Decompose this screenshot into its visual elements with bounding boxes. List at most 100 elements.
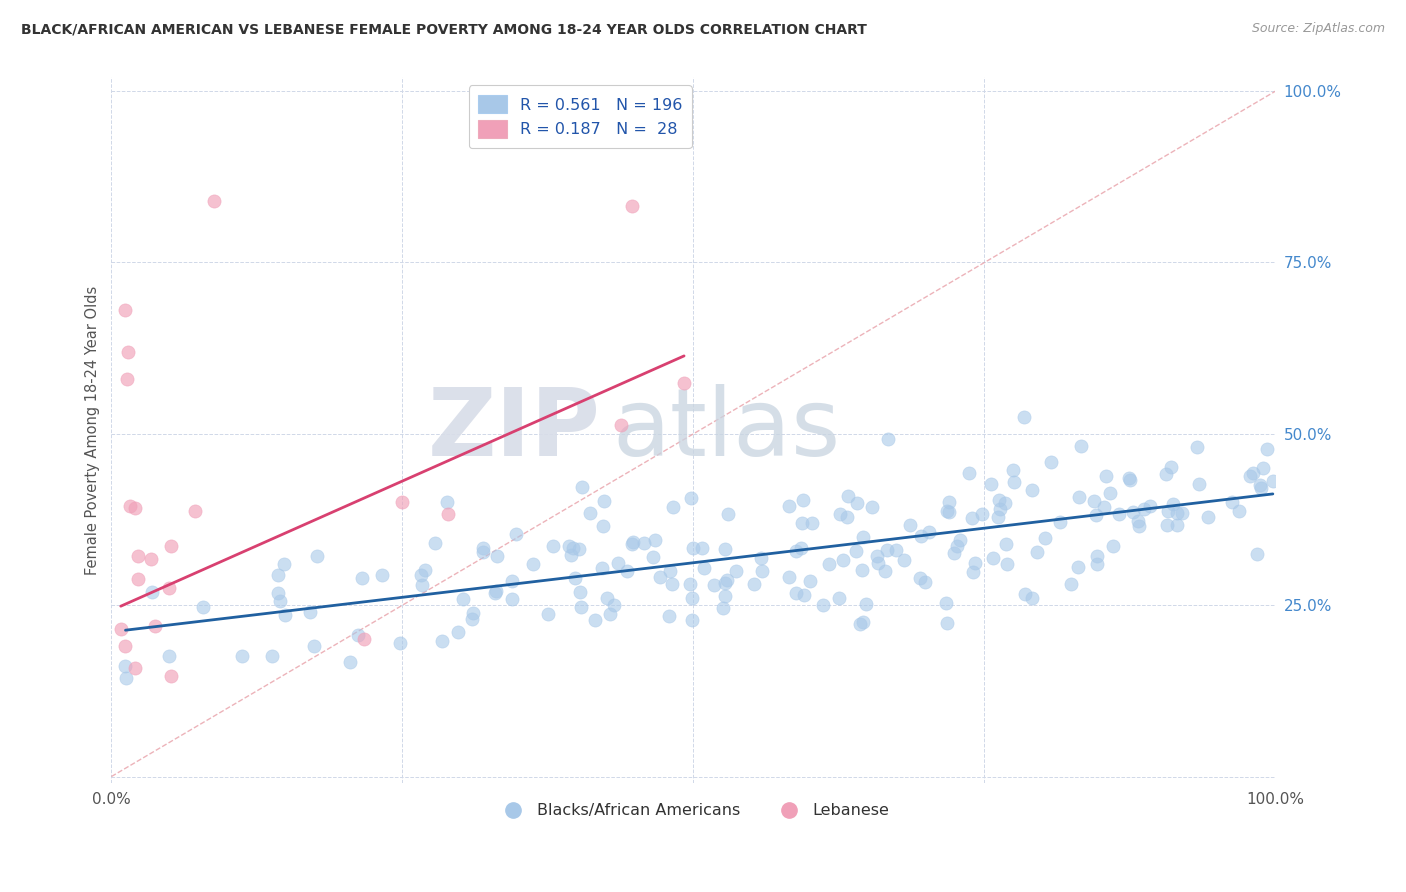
Point (114, 303, 136, 318)
Point (914, 575, 936, 590)
Point (1156, 467, 1178, 482)
Point (1250, 481, 1272, 495)
Point (120, 500, 142, 514)
Point (884, 543, 907, 558)
Point (1256, 442, 1278, 456)
Point (1002, 475, 1025, 490)
Point (837, 489, 859, 503)
Point (592, 519, 614, 533)
Point (957, 466, 980, 480)
Point (946, 539, 969, 553)
Point (724, 564, 747, 578)
Point (714, 542, 737, 557)
Point (935, 596, 957, 610)
Point (145, 619, 167, 633)
Point (463, 607, 485, 621)
Point (127, 572, 149, 586)
Point (995, 537, 1018, 551)
Point (868, 556, 890, 570)
Point (962, 566, 984, 580)
Y-axis label: Female Poverty Among 18-24 Year Olds: Female Poverty Among 18-24 Year Olds (86, 285, 100, 575)
Point (938, 495, 960, 509)
Point (972, 507, 994, 521)
Point (866, 549, 889, 563)
Point (716, 573, 738, 587)
Point (1239, 469, 1261, 483)
Point (139, 552, 162, 566)
Point (1085, 557, 1108, 571)
Point (593, 493, 616, 508)
Point (1012, 410, 1035, 425)
Point (1060, 577, 1083, 591)
Point (537, 607, 560, 622)
Point (1241, 466, 1264, 480)
Point (751, 564, 773, 578)
Point (299, 606, 322, 620)
Point (610, 418, 633, 433)
Point (1157, 504, 1180, 518)
Point (714, 575, 737, 590)
Point (855, 597, 877, 611)
Point (644, 533, 666, 547)
Point (127, 549, 149, 564)
Point (673, 376, 696, 390)
Point (942, 545, 965, 559)
Point (1246, 547, 1268, 561)
Point (388, 636, 411, 650)
Point (267, 568, 290, 582)
Point (817, 557, 839, 571)
Point (936, 504, 959, 518)
Point (353, 632, 375, 647)
Point (987, 492, 1010, 507)
Point (1014, 587, 1036, 601)
Point (873, 564, 896, 578)
Point (132, 797, 155, 811)
Point (813, 598, 835, 612)
Point (1070, 439, 1092, 453)
Point (110, 623, 132, 637)
Point (167, 824, 190, 838)
Point (471, 545, 494, 559)
Point (117, 344, 139, 359)
Point (269, 594, 291, 608)
Point (918, 524, 941, 539)
Point (960, 511, 983, 525)
Point (1185, 440, 1208, 454)
Point (681, 591, 703, 605)
Point (851, 563, 873, 577)
Point (681, 491, 703, 505)
Point (157, 581, 180, 595)
Point (501, 574, 523, 589)
Point (347, 628, 370, 642)
Point (641, 549, 664, 564)
Point (437, 507, 460, 521)
Point (1083, 494, 1105, 508)
Point (141, 584, 163, 599)
Legend: Blacks/African Americans, Lebanese: Blacks/African Americans, Lebanese (491, 797, 896, 825)
Point (830, 508, 852, 522)
Point (893, 553, 915, 567)
Point (411, 578, 433, 592)
Point (620, 536, 643, 550)
Point (1133, 501, 1156, 516)
Point (1118, 471, 1140, 485)
Point (430, 634, 453, 648)
Point (471, 541, 494, 556)
Point (785, 586, 807, 600)
Point (749, 550, 772, 565)
Point (1108, 507, 1130, 521)
Point (1094, 469, 1116, 483)
Point (302, 640, 325, 654)
Point (949, 533, 972, 547)
Point (1128, 518, 1150, 533)
Point (1139, 499, 1161, 513)
Point (1122, 505, 1144, 519)
Point (160, 540, 183, 554)
Point (994, 496, 1017, 510)
Point (541, 539, 564, 553)
Point (352, 571, 374, 585)
Point (799, 574, 821, 588)
Point (413, 563, 436, 577)
Point (1049, 516, 1071, 530)
Point (1163, 498, 1185, 512)
